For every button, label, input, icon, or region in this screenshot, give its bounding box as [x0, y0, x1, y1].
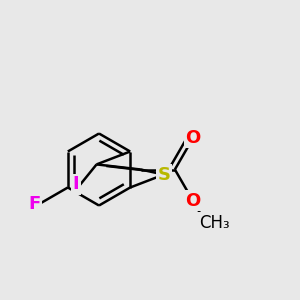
Text: CH₃: CH₃ [199, 214, 230, 232]
Text: O: O [186, 129, 201, 147]
Text: I: I [73, 175, 80, 193]
Text: S: S [157, 166, 170, 184]
Text: F: F [28, 195, 40, 213]
Text: O: O [186, 191, 201, 209]
